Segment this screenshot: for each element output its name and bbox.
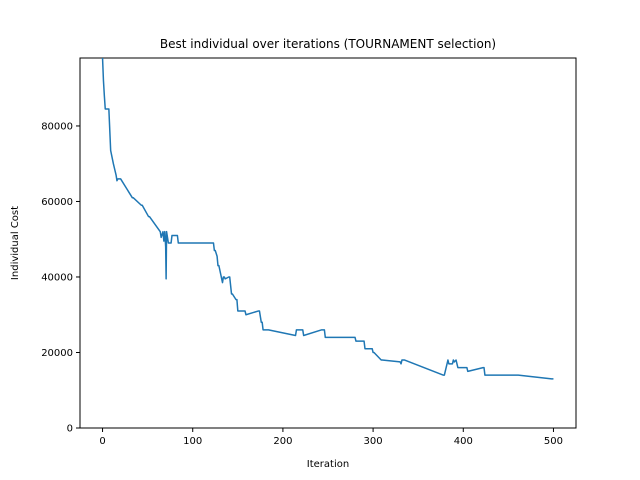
y-tick-label: 20000 — [41, 348, 73, 359]
y-tick-label: 60000 — [41, 197, 73, 208]
x-tick-label: 500 — [544, 436, 563, 447]
x-tick-label: 100 — [183, 436, 202, 447]
plot-area — [79, 57, 577, 429]
x-tick-label: 200 — [273, 436, 292, 447]
x-axis: 0 100 200 300 400 500 — [99, 428, 563, 447]
x-tick-label: 300 — [364, 436, 383, 447]
series-line — [101, 57, 554, 380]
x-tick-label: 400 — [454, 436, 473, 447]
y-axis-title: Individual Cost — [10, 206, 21, 280]
y-tick-label: 40000 — [41, 272, 73, 283]
chart-title: Best individual over iterations (TOURNAM… — [160, 37, 496, 51]
x-tick-label: 0 — [99, 436, 105, 447]
plot-frame — [79, 57, 577, 429]
y-tick-label: 0 — [67, 424, 73, 435]
x-axis-title: Iteration — [307, 459, 349, 470]
y-axis: 0 20000 40000 60000 80000 — [41, 121, 80, 435]
y-tick-label: 80000 — [41, 121, 73, 132]
